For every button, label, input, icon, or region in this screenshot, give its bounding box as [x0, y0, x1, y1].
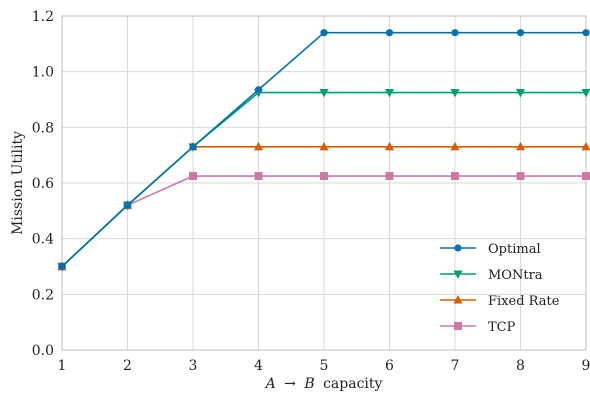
data-point-fixed-rate — [319, 141, 329, 151]
data-point-optimal — [254, 86, 263, 94]
y-tick-label: 1.0 — [32, 65, 54, 81]
x-tick-label: 3 — [189, 358, 198, 374]
tick-labels: 1 2 3 4 5 6 7 8 9 0.0 0.2 0.4 0.6 0.8 1.0 1.2 — [32, 9, 590, 374]
legend-label-montra: MONtra — [488, 268, 543, 283]
data-point-fixed-rate — [450, 141, 460, 151]
data-point-fixed-rate — [516, 141, 525, 151]
x-tick-label: 5 — [320, 358, 329, 374]
x-tick-label: 6 — [385, 358, 394, 374]
data-point-optimal — [58, 262, 66, 271]
data-point-montra — [581, 89, 590, 98]
data-point-tcp — [254, 172, 263, 181]
data-point-montra — [319, 89, 329, 98]
x-tick-label: 4 — [254, 358, 263, 374]
data-point-montra — [450, 89, 460, 98]
x-tick-label: 7 — [451, 358, 460, 374]
x-tick-label: 8 — [516, 358, 525, 374]
x-axis-var-b: B — [303, 376, 314, 392]
grid — [61, 15, 587, 351]
legend-label-fixed-rate: Fixed Rate — [488, 294, 560, 309]
data-point-optimal — [451, 29, 459, 37]
y-tick-label: 0.6 — [32, 176, 54, 192]
data-point-tcp — [320, 172, 328, 181]
x-axis-arrow: → — [284, 376, 296, 392]
y-tick-label: 0.8 — [32, 120, 54, 136]
x-axis-title: A → B capacity — [264, 376, 383, 392]
y-tick-label: 1.2 — [32, 9, 54, 25]
legend-marker-optimal — [454, 244, 462, 252]
legend-item-tcp: TCP — [440, 320, 516, 335]
legend-marker-tcp — [454, 322, 462, 330]
series-layer — [57, 29, 590, 272]
data-point-montra — [385, 89, 394, 98]
legend-marker-montra — [453, 270, 463, 279]
data-point-tcp — [189, 172, 197, 181]
data-point-optimal — [189, 143, 197, 151]
x-tick-label: 9 — [582, 358, 590, 374]
legend-marker-fixed-rate — [453, 295, 463, 304]
y-tick-label: 0.4 — [32, 232, 54, 248]
x-tick-label: 2 — [123, 358, 132, 374]
data-point-optimal — [516, 29, 525, 37]
plot-frame — [61, 15, 587, 351]
x-tick-label: 1 — [58, 358, 67, 374]
data-point-fixed-rate — [385, 141, 394, 151]
x-axis-var-a: A — [264, 376, 276, 392]
data-point-tcp — [582, 172, 590, 181]
y-tick-label: 0.0 — [32, 343, 54, 359]
y-axis-title: Mission Utility — [10, 131, 26, 235]
data-point-tcp — [516, 172, 525, 181]
data-point-fixed-rate — [581, 141, 590, 151]
legend-item-montra: MONtra — [440, 268, 543, 283]
legend-label-tcp: TCP — [488, 320, 516, 335]
data-point-optimal — [123, 201, 132, 209]
legend-label-optimal: Optimal — [488, 242, 541, 257]
data-point-optimal — [582, 29, 590, 37]
data-point-optimal — [385, 29, 394, 37]
legend-item-fixed-rate: Fixed Rate — [440, 294, 560, 309]
data-point-tcp — [385, 172, 394, 181]
series-optimal — [58, 29, 590, 271]
data-point-fixed-rate — [254, 141, 263, 151]
data-point-optimal — [320, 29, 328, 37]
legend: Optimal MONtra Fixed Rate TCP — [440, 242, 560, 335]
legend-item-optimal: Optimal — [440, 242, 541, 257]
x-axis-unit: capacity — [323, 376, 382, 392]
data-point-montra — [516, 89, 525, 98]
data-point-tcp — [451, 172, 459, 181]
y-tick-label: 0.2 — [32, 287, 54, 303]
